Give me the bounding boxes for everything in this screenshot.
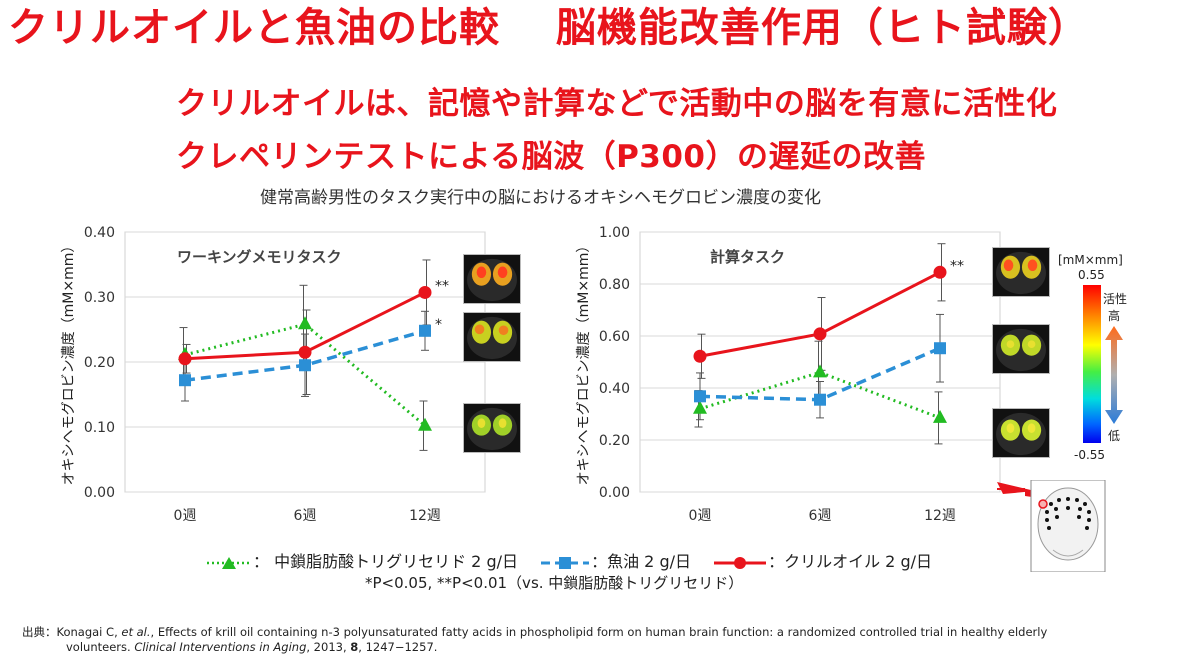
citation-text-3: , 2013, (306, 640, 351, 654)
colorbar-high-label-2: 高 (1108, 309, 1121, 323)
data-point-fish (694, 390, 706, 403)
legend-fish-swatch (541, 556, 590, 569)
citation: 出典：Konagai C, et al., Effects of krill o… (22, 625, 1172, 655)
colorbar-max: 0.55 (1078, 268, 1105, 282)
data-point-fish (299, 359, 311, 372)
citation-text-4: , 1247−1257. (358, 640, 438, 654)
significance-marker: * (435, 317, 442, 333)
colorbar-gradient (1083, 285, 1101, 443)
legend-krill-label: ：クリルオイル 2 g/日 (768, 552, 932, 571)
legend-mct-swatch (207, 556, 251, 569)
citation-text-1: , Effects of krill oil containing n-3 po… (150, 625, 1048, 639)
y-tick-label: 0.40 (84, 225, 115, 241)
y-tick-label: 1.00 (599, 225, 630, 241)
chart-title: ワーキングメモリタスク (177, 248, 342, 266)
citation-etal: et al. (121, 625, 151, 639)
series-line-mct (699, 370, 941, 420)
brain-map-krill-calculation (992, 247, 1050, 297)
data-point-krill (418, 285, 432, 299)
y-tick-label: 0.20 (84, 355, 115, 371)
calculation-task-chart: 0.00 0.20 0.40 0.60 0.80 1.00 0週 6週 12週 オキシヘモグロビン… (576, 225, 1001, 524)
citation-volume: 8 (350, 640, 359, 654)
colorbar-low-label: 低 (1108, 429, 1121, 443)
y-tick-label: 0.20 (599, 433, 630, 449)
significance-marker: ** (950, 258, 964, 274)
legend-fish-label: ：魚油 2 g/日 (591, 552, 691, 571)
y-tick-label: 0.00 (599, 485, 630, 501)
data-point-mct (418, 417, 432, 431)
brain-map-fish-calculation (992, 324, 1050, 374)
arrow-updown-icon (1105, 326, 1123, 424)
colorbar-high-label-1: 活性 (1103, 292, 1128, 306)
chart-caption: 健常高齢男性のタスク実行中の脳におけるオキシヘモグロビン濃度の変化 (260, 188, 821, 208)
data-point-mct (813, 364, 827, 378)
significance-marker: ** (435, 278, 449, 294)
data-point-mct (933, 409, 947, 423)
data-point-krill (933, 265, 947, 279)
y-tick-label: 0.10 (84, 420, 115, 436)
data-point-krill (298, 345, 312, 359)
x-tick-label: 0週 (689, 508, 712, 524)
y-tick-label: 0.80 (599, 277, 630, 293)
significance-note: *P<0.05, **P<0.01（vs. 中鎖脂肪酸トリグリセリド） (365, 574, 744, 592)
brain-map-fish-working-memory (463, 312, 521, 362)
x-tick-label: 6週 (809, 508, 832, 524)
citation-journal: Clinical Interventions in Aging (134, 640, 307, 654)
colorbar-min: -0.55 (1074, 448, 1106, 462)
series-line-mct (184, 322, 426, 427)
y-axis-label: オキシヘモグロビン濃度（mM×mm） (576, 239, 592, 486)
x-tick-label: 12週 (409, 508, 441, 524)
y-tick-label: 0.30 (84, 290, 115, 306)
citation-text-2: volunteers. (66, 640, 135, 654)
x-tick-label: 6週 (294, 508, 317, 524)
data-point-krill (693, 349, 707, 363)
chart-legend: ： 中鎖脂肪酸トリグリセリド 2 g/日 ：魚油 2 g/日 ：クリルオイル 2… (205, 548, 932, 572)
data-point-krill (178, 352, 192, 366)
brain-map-krill-working-memory (463, 254, 521, 304)
data-point-fish (179, 374, 191, 387)
x-tick-label: 12週 (924, 508, 956, 524)
subtitle-line-1: クリルオイルは、記憶や計算などで活動中の脳を有意に活性化 (176, 86, 1058, 122)
data-point-mct (298, 316, 312, 330)
working-memory-chart: 0.00 0.10 0.20 0.30 0.40 0週 6週 12週 オキシヘモグロビン濃度（m… (61, 225, 486, 524)
data-point-mct (693, 400, 707, 414)
y-tick-label: 0.00 (84, 485, 115, 501)
colorbar-unit: [mM×mm] (1058, 253, 1123, 267)
y-tick-label: 0.60 (599, 329, 630, 345)
citation-prefix: 出典：Konagai C, (22, 625, 122, 639)
legend-krill-swatch (714, 556, 767, 569)
x-tick-label: 0週 (174, 508, 197, 524)
y-axis-label: オキシヘモグロビン濃度（mM×mm） (61, 239, 77, 486)
data-point-fish (934, 342, 946, 355)
y-tick-label: 0.40 (599, 381, 630, 397)
head-map-diagram (997, 480, 1106, 572)
brain-map-mct-calculation (992, 408, 1050, 458)
brain-map-mct-working-memory (463, 403, 521, 453)
citation-line-1: 出典：Konagai C, et al., Effects of krill o… (22, 625, 1172, 640)
data-point-fish (419, 324, 431, 337)
data-point-krill (813, 327, 827, 341)
subtitle-line-2: クレペリンテストによる脳波（P300）の遅延の改善 (176, 139, 926, 175)
data-point-fish (814, 393, 826, 406)
legend-mct-label: ： 中鎖脂肪酸トリグリセリド 2 g/日 (253, 552, 518, 571)
citation-line-2: volunteers. Clinical Interventions in Ag… (22, 640, 1172, 655)
page-title: クリルオイルと魚油の比較 脳機能改善作用（ヒト試験） (8, 5, 1089, 51)
chart-title: 計算タスク (710, 248, 785, 266)
